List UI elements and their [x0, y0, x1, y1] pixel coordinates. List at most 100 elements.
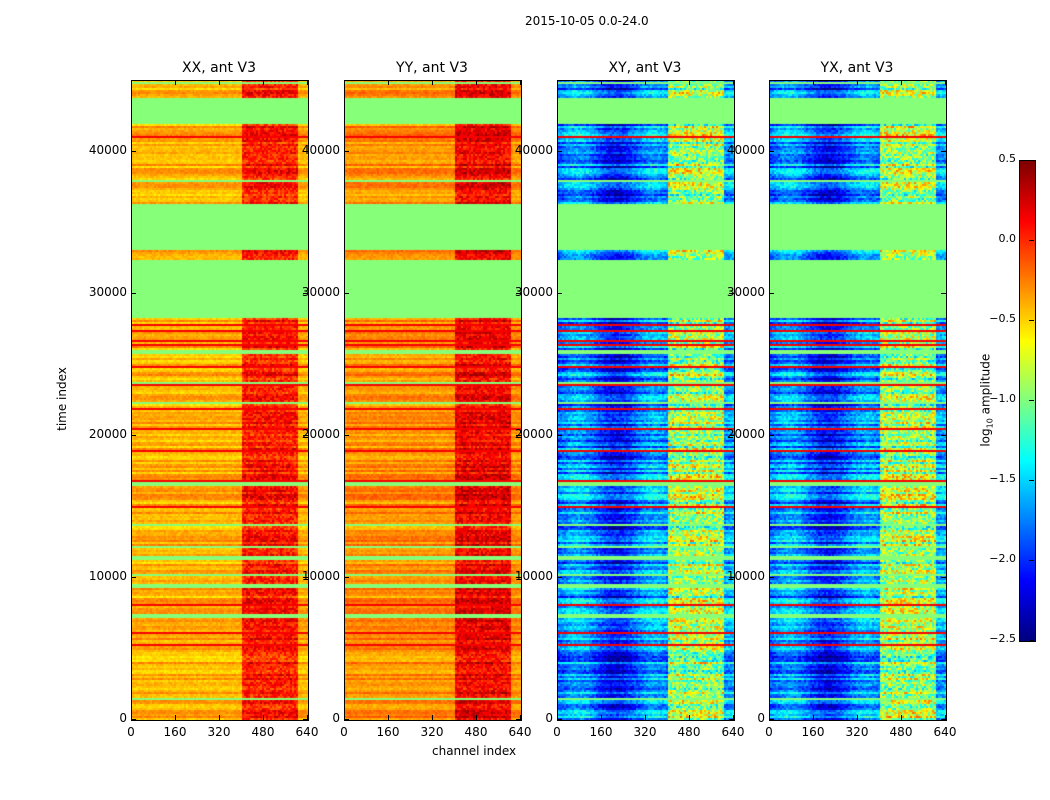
- y-tick-mark: [729, 719, 734, 720]
- x-tick-label: 160: [376, 725, 400, 739]
- x-tick-mark: [945, 715, 946, 720]
- heatmap-yy: [345, 81, 521, 720]
- x-tick-mark: [263, 715, 264, 720]
- y-tick-label: 10000: [726, 569, 765, 583]
- x-tick-mark: [432, 80, 433, 85]
- y-tick-label: 30000: [726, 285, 765, 299]
- x-tick-label: 640: [295, 725, 319, 739]
- x-tick-mark: [945, 80, 946, 85]
- y-tick-label: 10000: [301, 569, 340, 583]
- y-tick-mark: [131, 293, 136, 294]
- y-tick-mark: [344, 577, 349, 578]
- y-tick-mark: [303, 293, 308, 294]
- x-tick-label: 0: [553, 725, 561, 739]
- colorbar-tick-mark: [1029, 560, 1034, 561]
- y-tick-mark: [516, 151, 521, 152]
- x-tick-mark: [131, 80, 132, 85]
- colorbar-tick-label: −1.0: [989, 392, 1016, 405]
- y-tick-mark: [557, 577, 562, 578]
- x-tick-mark: [307, 80, 308, 85]
- colorbar-label-sub: 10: [985, 418, 995, 429]
- x-tick-mark: [131, 715, 132, 720]
- panel-title-yx: YX, ant V3: [820, 60, 894, 76]
- x-tick-mark: [813, 80, 814, 85]
- x-tick-mark: [432, 715, 433, 720]
- colorbar-label-rest: amplitude: [978, 353, 993, 419]
- x-tick-label: 0: [340, 725, 348, 739]
- x-tick-mark: [601, 715, 602, 720]
- y-tick-label: 10000: [88, 569, 127, 583]
- x-tick-label: 320: [845, 725, 869, 739]
- x-tick-mark: [175, 715, 176, 720]
- colorbar-tick-label: 0.0: [998, 232, 1017, 245]
- x-tick-mark: [689, 715, 690, 720]
- y-tick-mark: [344, 151, 349, 152]
- y-tick-mark: [516, 435, 521, 436]
- x-tick-mark: [263, 80, 264, 85]
- colorbar-tick-mark: [1029, 480, 1034, 481]
- y-tick-label: 0: [545, 711, 553, 725]
- panel-title-xx: XX, ant V3: [182, 60, 256, 76]
- heatmap-panel-yy: [344, 80, 522, 721]
- colorbar-tick-mark: [1029, 400, 1034, 401]
- x-tick-mark: [476, 715, 477, 720]
- y-tick-mark: [941, 151, 946, 152]
- x-tick-mark: [645, 715, 646, 720]
- y-tick-mark: [303, 151, 308, 152]
- x-tick-label: 160: [801, 725, 825, 739]
- colorbar-tick-mark: [1029, 240, 1034, 241]
- x-tick-label: 480: [251, 725, 275, 739]
- x-tick-label: 640: [933, 725, 957, 739]
- x-tick-mark: [520, 715, 521, 720]
- x-tick-label: 0: [127, 725, 135, 739]
- x-tick-label: 160: [163, 725, 187, 739]
- x-tick-mark: [344, 80, 345, 85]
- y-tick-mark: [303, 435, 308, 436]
- y-tick-mark: [769, 719, 774, 720]
- x-tick-label: 320: [207, 725, 231, 739]
- x-tick-mark: [388, 80, 389, 85]
- y-tick-label: 20000: [301, 427, 340, 441]
- x-tick-mark: [307, 715, 308, 720]
- x-tick-mark: [901, 715, 902, 720]
- y-tick-mark: [344, 719, 349, 720]
- heatmap-panel-xy: [557, 80, 735, 721]
- x-tick-mark: [769, 80, 770, 85]
- colorbar-tick-label: −0.5: [989, 312, 1016, 325]
- y-tick-label: 30000: [88, 285, 127, 299]
- y-tick-mark: [941, 293, 946, 294]
- y-axis-label: time index: [54, 367, 69, 431]
- y-tick-mark: [729, 435, 734, 436]
- y-tick-mark: [516, 293, 521, 294]
- y-tick-mark: [769, 577, 774, 578]
- x-tick-label: 160: [589, 725, 613, 739]
- y-tick-label: 40000: [726, 143, 765, 157]
- heatmap-xy: [558, 81, 734, 720]
- x-tick-mark: [520, 80, 521, 85]
- y-tick-mark: [131, 719, 136, 720]
- x-tick-label: 640: [721, 725, 745, 739]
- y-tick-mark: [941, 719, 946, 720]
- colorbar-tick-mark: [1029, 320, 1034, 321]
- y-tick-label: 30000: [301, 285, 340, 299]
- x-tick-label: 0: [765, 725, 773, 739]
- panel-title-xy: XY, ant V3: [608, 60, 682, 76]
- y-tick-mark: [729, 151, 734, 152]
- x-tick-mark: [857, 80, 858, 85]
- y-tick-mark: [941, 435, 946, 436]
- y-tick-mark: [941, 577, 946, 578]
- y-tick-label: 0: [332, 711, 340, 725]
- y-tick-mark: [344, 293, 349, 294]
- x-tick-mark: [733, 80, 734, 85]
- y-tick-label: 20000: [88, 427, 127, 441]
- y-tick-mark: [769, 293, 774, 294]
- y-tick-mark: [131, 435, 136, 436]
- colorbar-tick-label: −2.5: [989, 632, 1016, 645]
- y-tick-label: 40000: [514, 143, 553, 157]
- y-tick-mark: [557, 435, 562, 436]
- y-tick-mark: [557, 151, 562, 152]
- x-tick-mark: [689, 80, 690, 85]
- y-tick-mark: [729, 293, 734, 294]
- colorbar-gradient: [1020, 161, 1035, 641]
- x-tick-mark: [733, 715, 734, 720]
